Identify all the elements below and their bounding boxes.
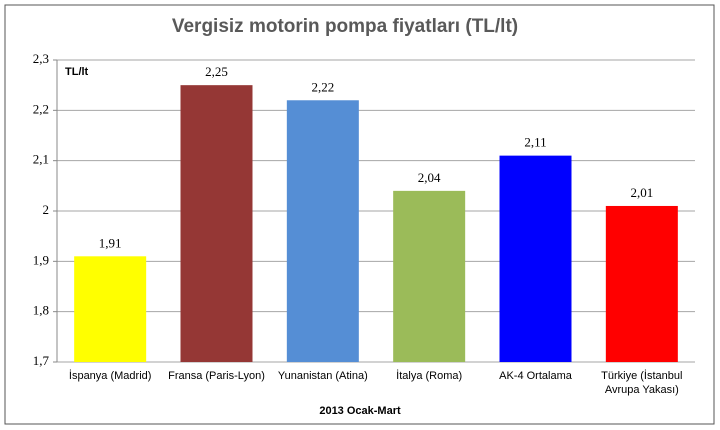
value-label: 2,25 — [205, 64, 228, 79]
y-tick-label: 2,2 — [33, 101, 49, 116]
x-tick-label: Türkiye (İstanbul Avrupa Yakası) — [601, 370, 683, 396]
y-axis-label: TL/lt — [65, 66, 89, 78]
y-tick-label: 1,7 — [33, 353, 50, 368]
x-tick-label: Fransa (Paris-Lyon) — [168, 370, 265, 382]
x-tick-label: AK-4 Ortalama — [499, 370, 572, 382]
bar — [180, 85, 253, 363]
x-axis-label: 2013 Ocak-Mart — [319, 405, 401, 417]
bar — [393, 190, 466, 362]
y-tick-label: 2,1 — [33, 152, 49, 167]
value-label: 2,01 — [630, 185, 653, 200]
chart-title: Vergisiz motorin pompa fiyatları (TL/lt) — [172, 16, 518, 37]
y-tick-label: 1,8 — [33, 303, 49, 318]
bar — [286, 100, 359, 363]
value-label: 2,22 — [311, 79, 334, 94]
value-label: 2,04 — [418, 170, 441, 185]
value-label: 1,91 — [99, 235, 122, 250]
value-label: 2,11 — [524, 135, 546, 150]
bar — [74, 256, 147, 362]
y-tick-label: 2,3 — [33, 51, 49, 66]
y-tick-label: 2 — [43, 202, 50, 217]
y-tick-label: 1,9 — [33, 252, 49, 267]
bar — [605, 205, 678, 362]
bar — [499, 155, 572, 362]
x-tick-label: İspanya (Madrid) — [68, 370, 152, 382]
x-tick-label: Yunanistan (Atina) — [277, 370, 368, 382]
x-tick-label: İtalya (Roma) — [396, 370, 463, 382]
